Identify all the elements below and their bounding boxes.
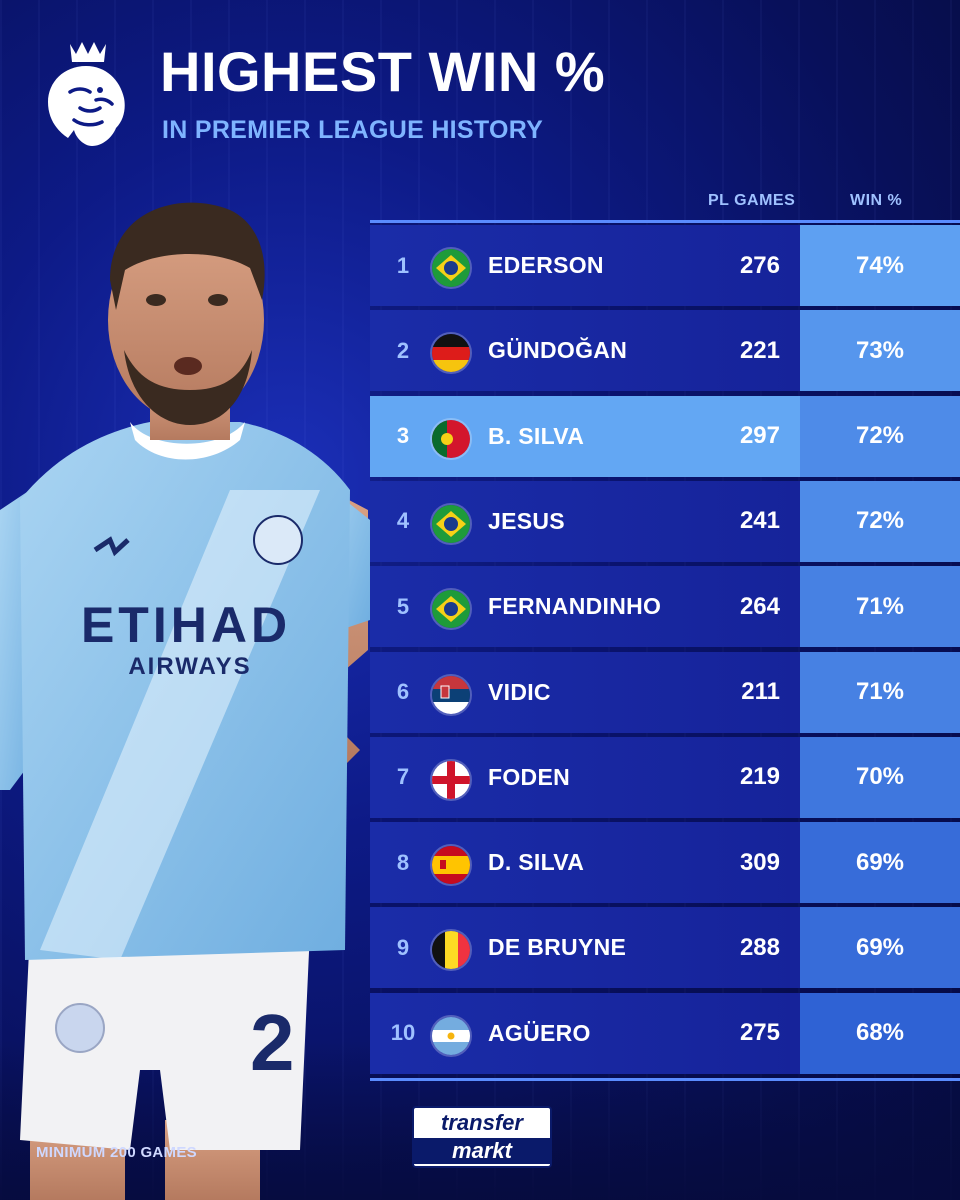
shirt-sponsor-top: ETIHAD: [81, 597, 291, 653]
rank-number: 7: [396, 764, 410, 790]
rank-number: 9: [396, 934, 410, 960]
shirt-sponsor-bottom: AIRWAYS: [128, 653, 251, 680]
win-percent-value: 68%: [855, 1019, 905, 1047]
brazil-flag-icon: [430, 502, 472, 545]
win-percent-value: 73%: [855, 336, 905, 364]
table-row: 1 EDERSON 276 74%: [370, 225, 960, 306]
header-win-percent: WIN %: [850, 192, 903, 209]
win-percent-cell: [800, 395, 960, 477]
table-row: 4 JESUS 241 72%: [370, 480, 960, 562]
table-row: 9 DE BRUYNE 288 69%: [370, 907, 960, 989]
pl-games-value: 264: [739, 592, 780, 620]
rank-number: 10: [390, 1020, 416, 1046]
table-row: 7 FODEN 219 70%: [370, 736, 960, 818]
win-percent-cell: [800, 566, 960, 648]
player-name: FERNANDINHO: [488, 593, 662, 620]
win-percent-value: 70%: [855, 763, 905, 791]
pl-games-value: 219: [739, 763, 780, 791]
player-name: B. SILVA: [488, 422, 585, 449]
player-name: DE BRUYNE: [488, 934, 627, 961]
player-name: AGÜERO: [488, 1019, 591, 1046]
pl-games-value: 309: [739, 848, 780, 876]
table-row: 10 AGÜERO 275 68%: [370, 992, 960, 1074]
pl-games-value: 297: [739, 422, 780, 450]
page-subtitle: IN PREMIER LEAGUE HISTORY: [162, 116, 544, 144]
shirt-crest-icon: [253, 515, 303, 565]
puma-logo-icon: [93, 536, 130, 557]
germany-flag-icon: [430, 332, 472, 375]
rank-number: 1: [396, 252, 410, 278]
belgium-flag-icon: [430, 929, 472, 972]
ranking-table: 1 EDERSON 276 74% 2 GÜNDOĞAN 221 73% 3 B. SILVA 29…: [370, 220, 960, 1081]
win-percent-value: 74%: [855, 251, 905, 279]
player-photo: 2 ETIHAD AIRWAYS: [0, 202, 370, 1200]
player-name: D. SILVA: [488, 849, 585, 876]
win-percent-cell: [800, 822, 960, 904]
serbia-flag-icon: [430, 673, 472, 716]
player-name: JESUS: [488, 507, 565, 534]
england-flag-icon: [430, 758, 472, 801]
table-row: 5 FERNANDINHO 264 71%: [370, 566, 960, 648]
shorts-number: 2: [250, 998, 295, 1087]
pl-games-value: 275: [739, 1019, 780, 1047]
spain-flag-icon: [430, 844, 472, 887]
pl-games-value: 241: [739, 507, 780, 535]
pl-games-value: 221: [739, 336, 780, 364]
win-percent-cell: [800, 907, 960, 989]
rank-number: 6: [396, 679, 410, 704]
table-row: 6 VIDIC 211 71%: [370, 651, 960, 733]
footnote: MINIMUM 200 GAMES: [36, 1144, 197, 1161]
transfermarkt-logo: transfer markt: [412, 1106, 552, 1168]
page-title: HIGHEST WIN %: [160, 40, 606, 103]
rank-number: 3: [396, 423, 410, 449]
brazil-flag-icon: [430, 588, 472, 631]
rank-number: 5: [396, 593, 410, 619]
pl-games-value: 288: [739, 933, 780, 961]
win-percent-value: 72%: [855, 507, 905, 535]
shorts-crest-icon: [55, 1003, 105, 1053]
rank-number: 8: [396, 849, 410, 875]
rank-number: 4: [396, 508, 410, 534]
brazil-flag-icon: [430, 247, 472, 289]
win-percent-cell: [800, 651, 960, 733]
win-percent-cell: [800, 992, 960, 1074]
premier-league-logo: [48, 42, 125, 146]
pl-games-value: 276: [739, 251, 780, 279]
win-percent-cell: [800, 310, 960, 392]
header-pl-games: PL GAMES: [708, 192, 796, 209]
argentina-flag-icon: [430, 1014, 472, 1057]
table-row: 8 D. SILVA 309 69%: [370, 822, 960, 904]
player-name: VIDIC: [488, 678, 551, 705]
win-percent-value: 71%: [855, 592, 905, 620]
win-percent-value: 72%: [855, 422, 905, 450]
rank-number: 2: [396, 337, 410, 363]
win-percent-cell: [800, 480, 960, 562]
win-percent-value: 69%: [855, 848, 905, 876]
win-percent-value: 69%: [855, 933, 905, 961]
win-percent-cell: [800, 225, 960, 306]
portugal-flag-icon: [430, 417, 472, 460]
win-percent-cell: [800, 736, 960, 818]
player-name: GÜNDOĞAN: [488, 337, 628, 364]
table-row: 2 GÜNDOĞAN 221 73%: [370, 310, 960, 392]
win-percent-value: 71%: [855, 678, 905, 705]
transfermarkt-logo-line1: transfer: [441, 1110, 523, 1135]
pl-games-value: 211: [741, 678, 780, 705]
player-name: EDERSON: [488, 252, 604, 278]
player-name: FODEN: [488, 763, 570, 790]
transfermarkt-logo-line2: markt: [414, 1138, 550, 1164]
table-row: 3 B. SILVA 297 72%: [370, 395, 960, 477]
